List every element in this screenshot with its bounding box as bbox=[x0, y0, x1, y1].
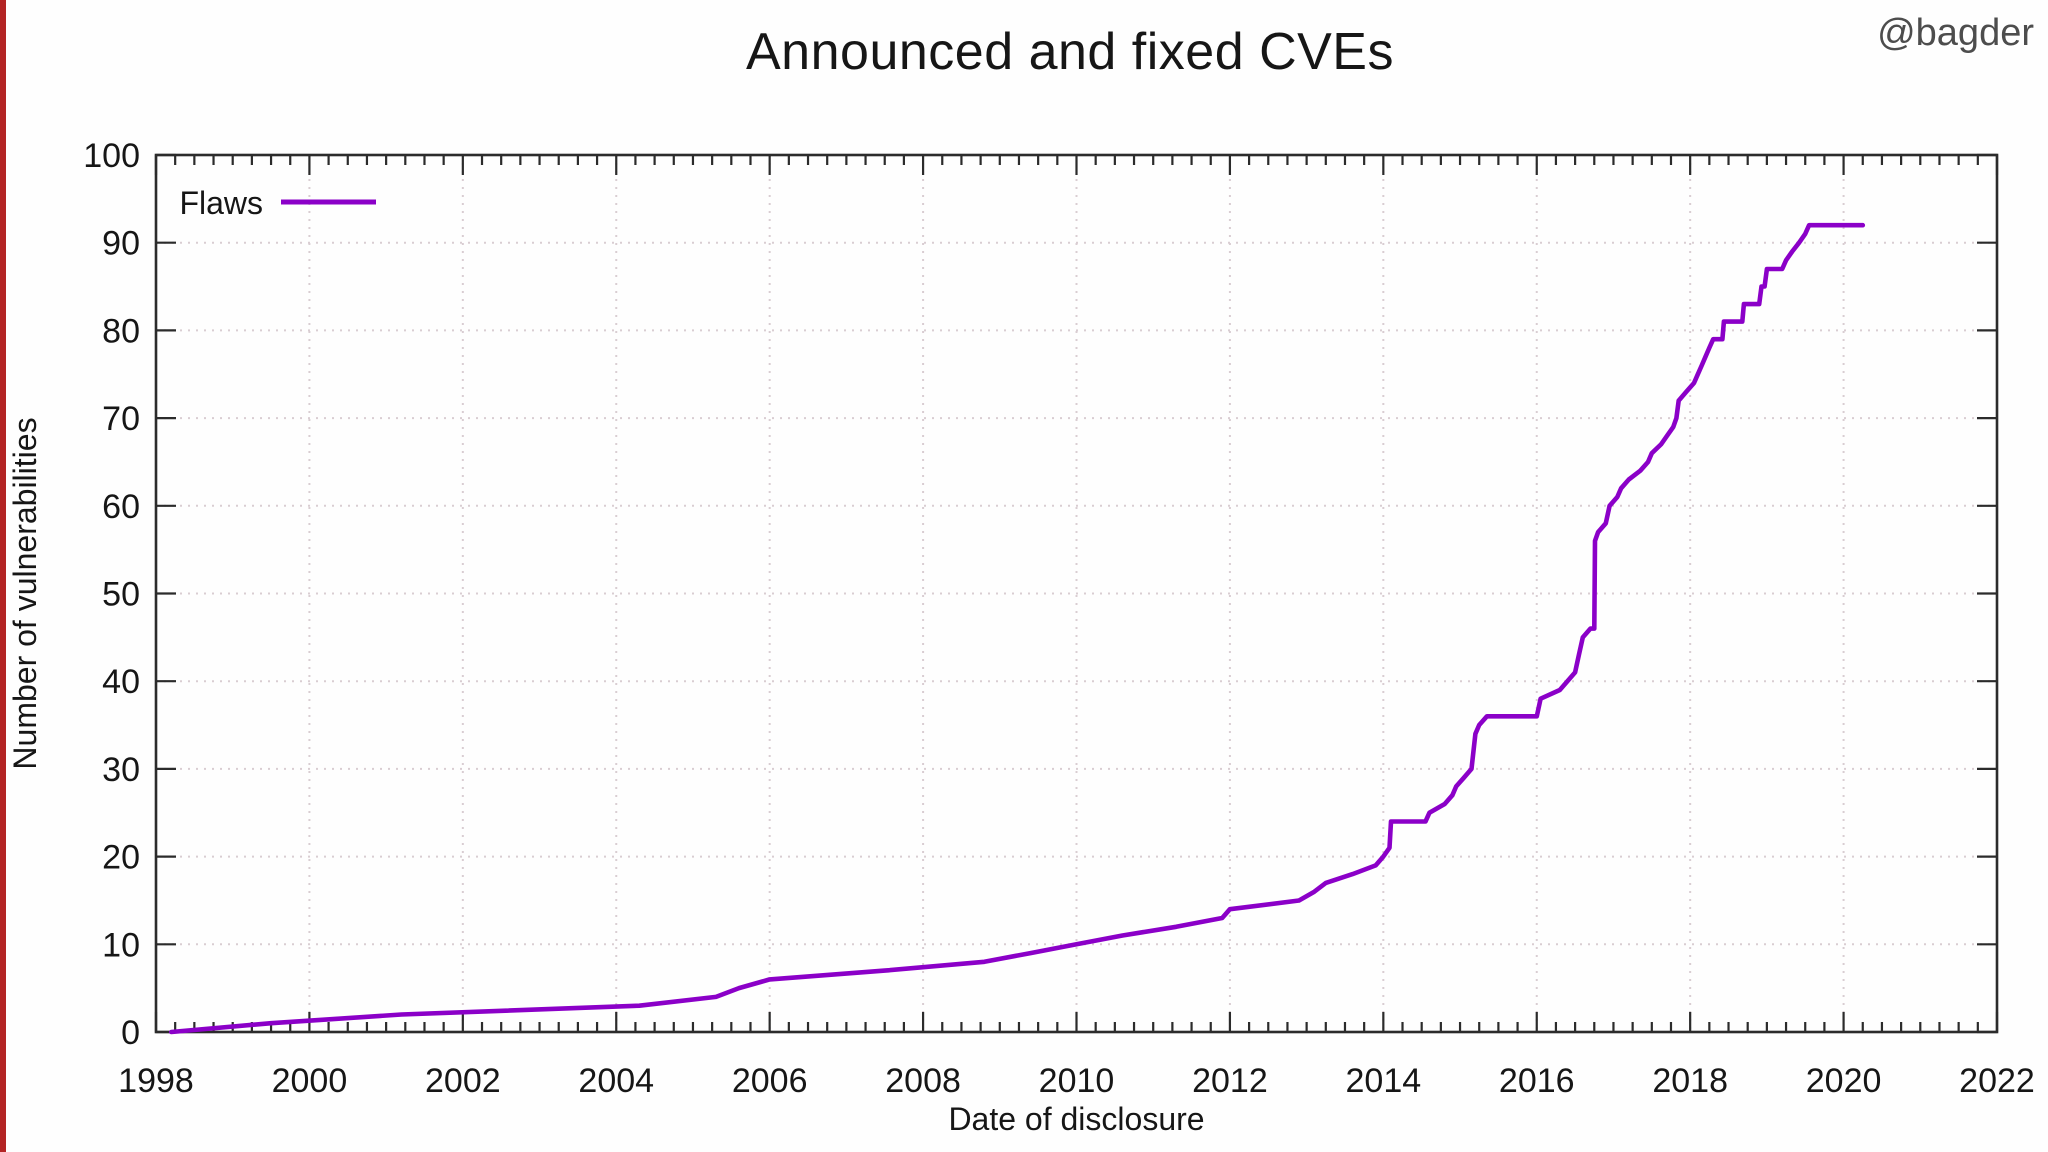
y-tick-label: 100 bbox=[83, 137, 140, 175]
x-tick-label: 2010 bbox=[1039, 1062, 1115, 1100]
plot-border bbox=[154, 153, 1999, 1034]
grid-lines bbox=[156, 155, 1997, 1032]
y-tick-label: 90 bbox=[102, 225, 140, 263]
x-tick-label: 2022 bbox=[1959, 1062, 2035, 1100]
x-tick-label: 2002 bbox=[425, 1062, 501, 1100]
y-tick-label: 30 bbox=[102, 751, 140, 789]
y-tick-label: 40 bbox=[102, 663, 140, 701]
y-axis-title: Number of vulnerabilities bbox=[7, 417, 43, 769]
x-tick-label: 2018 bbox=[1652, 1062, 1728, 1100]
watermark-handle: @bagder bbox=[1877, 12, 2034, 54]
y-tick-label: 80 bbox=[102, 312, 140, 350]
left-accent-bar bbox=[0, 0, 6, 1152]
x-tick-label: 2020 bbox=[1806, 1062, 1882, 1100]
x-tick-label: 2006 bbox=[732, 1062, 808, 1100]
legend-label: Flaws bbox=[179, 185, 263, 221]
y-tick-label: 0 bbox=[121, 1014, 140, 1052]
y-tick-label: 50 bbox=[102, 576, 140, 614]
y-tick-label: 20 bbox=[102, 839, 140, 877]
y-tick-label: 70 bbox=[102, 400, 140, 438]
x-axis-title: Date of disclosure bbox=[948, 1101, 1204, 1137]
y-tick-label: 60 bbox=[102, 488, 140, 526]
x-tick-label: 2008 bbox=[885, 1062, 961, 1100]
x-tick-label: 2016 bbox=[1499, 1062, 1575, 1100]
chart-title: Announced and fixed CVEs bbox=[746, 23, 1394, 81]
x-tick-label: 2014 bbox=[1346, 1062, 1422, 1100]
flaws-series-line bbox=[169, 222, 1866, 1035]
x-tick-label: 2000 bbox=[272, 1062, 348, 1100]
x-tick-label: 2012 bbox=[1192, 1062, 1268, 1100]
x-tick-label: 2004 bbox=[578, 1062, 654, 1100]
x-tick-label: 1998 bbox=[118, 1062, 194, 1100]
y-tick-label: 10 bbox=[102, 926, 140, 964]
